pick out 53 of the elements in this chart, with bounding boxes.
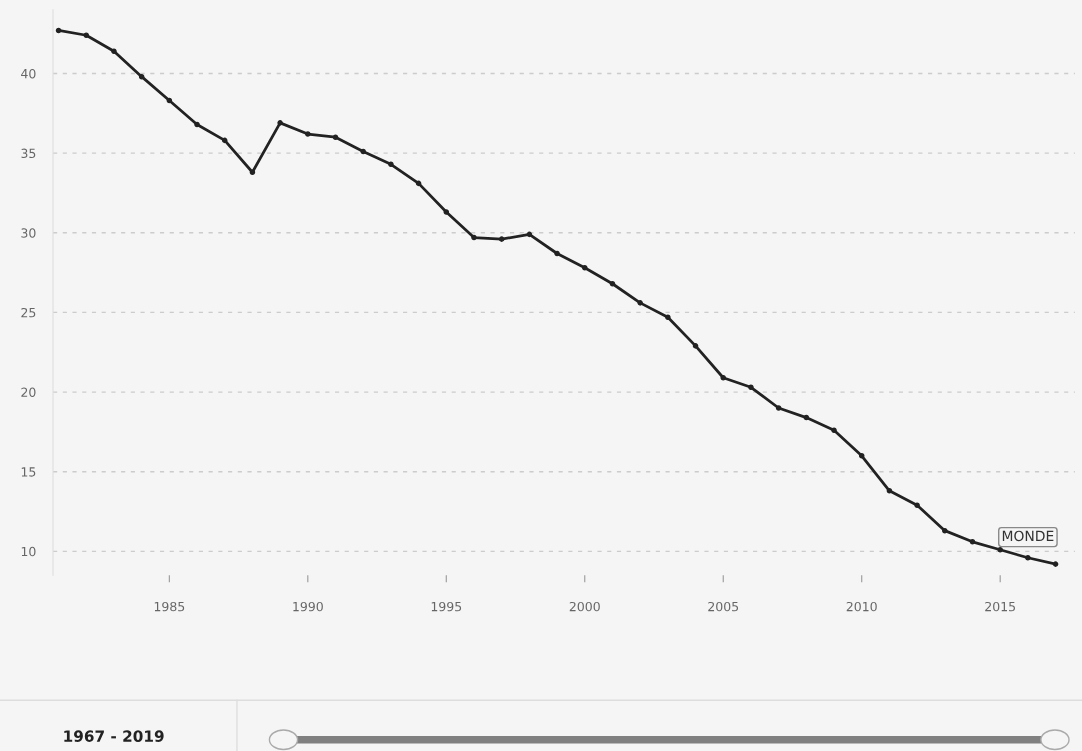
point <box>138 73 145 80</box>
annotation: MONDE <box>1002 530 1054 542</box>
point <box>858 453 865 459</box>
point <box>111 48 117 54</box>
point <box>637 300 643 306</box>
x-tick-label: 2000 <box>569 601 600 612</box>
y-tick-label: 40 <box>21 68 36 79</box>
x-tick-label: 2005 <box>708 601 739 612</box>
y-tick-label: 25 <box>21 307 36 318</box>
point <box>997 547 1003 553</box>
point <box>221 137 228 144</box>
point <box>305 131 311 137</box>
point <box>332 134 339 140</box>
point <box>942 527 948 534</box>
x-tick-label: 2010 <box>846 601 877 612</box>
y-tick-label: 35 <box>21 148 36 159</box>
point <box>1052 561 1059 567</box>
point <box>748 384 754 391</box>
point <box>554 250 560 257</box>
point <box>914 502 920 508</box>
point <box>249 169 256 176</box>
point <box>194 121 200 128</box>
point <box>720 374 727 381</box>
x-tick-label: 1990 <box>293 601 323 612</box>
x-tick-label: 1995 <box>431 601 462 612</box>
point <box>498 236 505 242</box>
point <box>83 32 90 39</box>
point <box>609 280 616 287</box>
point <box>471 234 477 241</box>
text: 1967 - 2019 <box>64 730 164 742</box>
point <box>969 539 976 545</box>
x-tick-label: 1985 <box>154 601 185 612</box>
point <box>277 120 283 126</box>
point <box>55 27 62 34</box>
point <box>526 231 533 238</box>
point <box>360 148 366 155</box>
point <box>692 343 699 349</box>
y-tick-label: 15 <box>21 467 36 477</box>
point <box>443 209 450 215</box>
point <box>581 265 588 271</box>
point <box>166 97 173 104</box>
y-tick-label: 30 <box>21 228 36 238</box>
point <box>1025 554 1031 561</box>
point <box>665 314 671 320</box>
point <box>775 405 782 411</box>
y-tick-label: 10 <box>21 546 36 557</box>
point <box>803 414 810 421</box>
x-tick-label: 2015 <box>985 601 1015 612</box>
y-tick-label: 20 <box>21 387 36 397</box>
point <box>886 488 893 494</box>
point <box>388 161 394 168</box>
point <box>831 427 837 434</box>
point <box>415 180 422 187</box>
